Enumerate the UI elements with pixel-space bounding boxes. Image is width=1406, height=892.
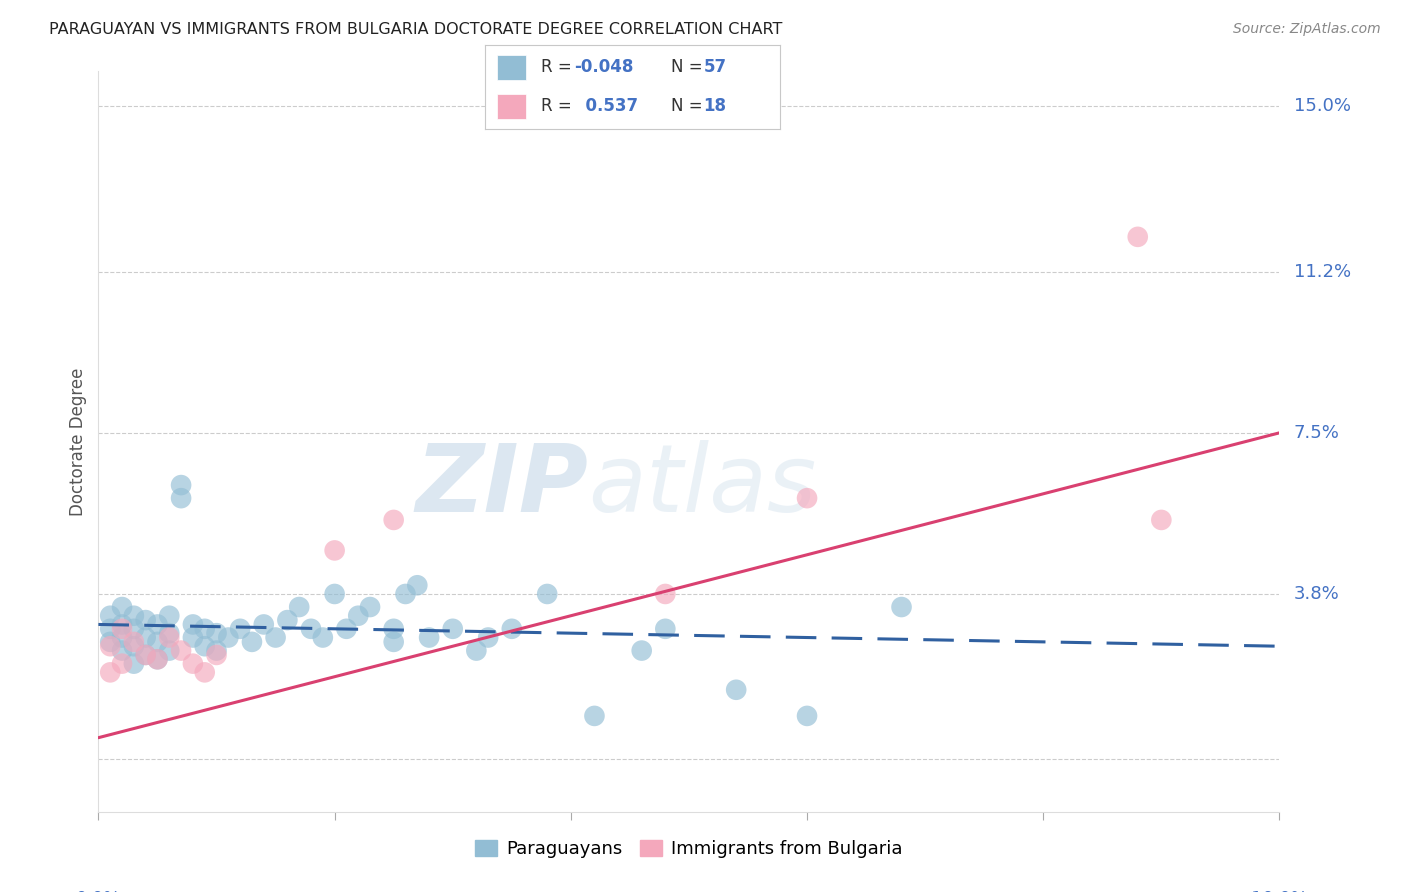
Point — [135, 648, 157, 662]
FancyBboxPatch shape — [496, 94, 526, 120]
Point — [194, 665, 217, 680]
Text: N =: N = — [671, 59, 709, 77]
Point — [323, 543, 346, 558]
Point — [501, 622, 523, 636]
Point — [170, 478, 193, 492]
Point — [240, 635, 263, 649]
Point — [170, 643, 193, 657]
Point — [796, 491, 818, 505]
Point — [111, 622, 134, 636]
Point — [205, 643, 228, 657]
Point — [111, 617, 134, 632]
Point — [122, 608, 145, 623]
Point — [181, 657, 204, 671]
Point — [382, 513, 405, 527]
Point — [382, 635, 405, 649]
Text: 10.0%: 10.0% — [1251, 890, 1308, 892]
Point — [135, 648, 157, 662]
Text: ZIP: ZIP — [416, 440, 589, 532]
Point — [157, 631, 180, 645]
Point — [477, 631, 499, 645]
Point — [323, 587, 346, 601]
Text: N =: N = — [671, 97, 709, 115]
Point — [441, 622, 464, 636]
Point — [359, 600, 381, 615]
Point — [335, 622, 357, 636]
Point — [146, 652, 169, 666]
Point — [796, 709, 818, 723]
Text: 0.537: 0.537 — [574, 97, 638, 115]
Text: 0.0%: 0.0% — [76, 890, 121, 892]
Text: 7.5%: 7.5% — [1294, 424, 1340, 442]
Point — [146, 617, 169, 632]
Text: -0.048: -0.048 — [574, 59, 633, 77]
Point — [181, 617, 204, 632]
Text: atlas: atlas — [589, 441, 817, 532]
Point — [276, 613, 298, 627]
Point — [536, 587, 558, 601]
Point — [98, 665, 121, 680]
Point — [725, 682, 748, 697]
Point — [122, 622, 145, 636]
Point — [135, 613, 157, 627]
Point — [288, 600, 311, 615]
Point — [205, 626, 228, 640]
Point — [382, 622, 405, 636]
Point — [654, 622, 676, 636]
Text: 11.2%: 11.2% — [1294, 262, 1351, 281]
Y-axis label: Doctorate Degree: Doctorate Degree — [69, 368, 87, 516]
Point — [347, 608, 370, 623]
Point — [253, 617, 276, 632]
Point — [157, 643, 180, 657]
Point — [312, 631, 335, 645]
Point — [229, 622, 252, 636]
Point — [205, 648, 228, 662]
Legend: Paraguayans, Immigrants from Bulgaria: Paraguayans, Immigrants from Bulgaria — [468, 833, 910, 865]
Point — [111, 631, 134, 645]
Point — [394, 587, 416, 601]
Point — [157, 626, 180, 640]
Point — [135, 631, 157, 645]
Text: 15.0%: 15.0% — [1294, 97, 1351, 115]
Point — [264, 631, 287, 645]
Point — [217, 631, 239, 645]
Point — [146, 635, 169, 649]
Point — [170, 491, 193, 505]
Text: R =: R = — [541, 59, 578, 77]
Point — [111, 600, 134, 615]
Point — [98, 622, 121, 636]
Point — [111, 643, 134, 657]
Point — [111, 657, 134, 671]
Point — [406, 578, 429, 592]
Point — [181, 631, 204, 645]
Point — [157, 608, 180, 623]
Point — [98, 635, 121, 649]
Text: PARAGUAYAN VS IMMIGRANTS FROM BULGARIA DOCTORATE DEGREE CORRELATION CHART: PARAGUAYAN VS IMMIGRANTS FROM BULGARIA D… — [49, 22, 783, 37]
Point — [98, 639, 121, 653]
Text: 57: 57 — [703, 59, 727, 77]
Point — [194, 622, 217, 636]
Point — [146, 652, 169, 666]
Point — [1126, 230, 1149, 244]
Point — [418, 631, 440, 645]
Point — [583, 709, 606, 723]
Text: Source: ZipAtlas.com: Source: ZipAtlas.com — [1233, 22, 1381, 37]
Text: 18: 18 — [703, 97, 727, 115]
Point — [654, 587, 676, 601]
Point — [1150, 513, 1173, 527]
Point — [122, 635, 145, 649]
Point — [122, 657, 145, 671]
FancyBboxPatch shape — [496, 54, 526, 80]
Text: R =: R = — [541, 97, 578, 115]
Point — [630, 643, 652, 657]
Text: 3.8%: 3.8% — [1294, 585, 1340, 603]
Point — [122, 639, 145, 653]
Point — [98, 608, 121, 623]
Point — [299, 622, 322, 636]
Point — [194, 639, 217, 653]
Point — [465, 643, 488, 657]
Point — [890, 600, 912, 615]
